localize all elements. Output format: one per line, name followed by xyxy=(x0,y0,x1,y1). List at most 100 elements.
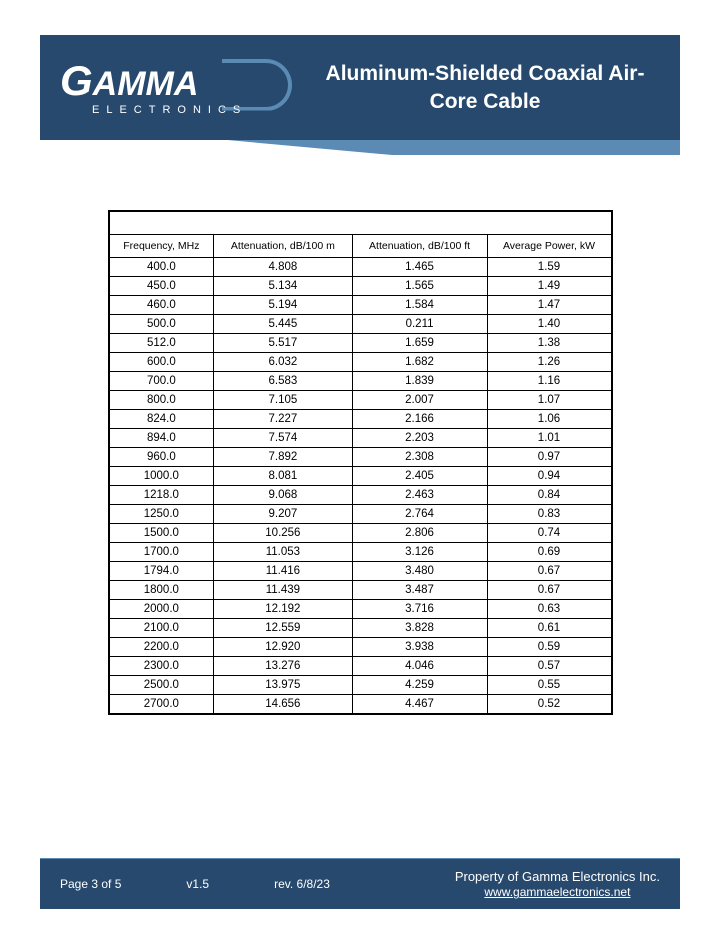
table-cell: 13.975 xyxy=(214,676,352,695)
table-cell: 3.938 xyxy=(352,638,487,657)
table-cell: 894.0 xyxy=(109,429,214,448)
table-cell: 11.053 xyxy=(214,543,352,562)
website-link[interactable]: www.gammaelectronics.net xyxy=(484,885,630,899)
table-cell: 0.57 xyxy=(487,657,612,676)
table-cell: 6.032 xyxy=(214,353,352,372)
table-cell: 400.0 xyxy=(109,258,214,277)
table-cell: 3.487 xyxy=(352,581,487,600)
table-cell: 0.211 xyxy=(352,315,487,334)
table-cell: 12.920 xyxy=(214,638,352,657)
table-cell: 1.01 xyxy=(487,429,612,448)
table-cell: 1500.0 xyxy=(109,524,214,543)
table-cell: 2.308 xyxy=(352,448,487,467)
table-cell: 1218.0 xyxy=(109,486,214,505)
table-cell: 12.192 xyxy=(214,600,352,619)
table-cell: 0.67 xyxy=(487,581,612,600)
table-cell: 1.49 xyxy=(487,277,612,296)
table-row: 700.06.5831.8391.16 xyxy=(109,372,612,391)
table-cell: 800.0 xyxy=(109,391,214,410)
table-row: 1000.08.0812.4050.94 xyxy=(109,467,612,486)
logo: GAMMA ELECTRONICS xyxy=(60,53,300,123)
table-cell: 1700.0 xyxy=(109,543,214,562)
table-row: 500.05.4450.2111.40 xyxy=(109,315,612,334)
table-cell: 1.59 xyxy=(487,258,612,277)
table-cell: 11.439 xyxy=(214,581,352,600)
table-cell: 1.682 xyxy=(352,353,487,372)
table-row: 1500.010.2562.8060.74 xyxy=(109,524,612,543)
table-row: 2000.012.1923.7160.63 xyxy=(109,600,612,619)
table-cell: 960.0 xyxy=(109,448,214,467)
table-cell: 700.0 xyxy=(109,372,214,391)
table-cell: 450.0 xyxy=(109,277,214,296)
table-cell: 1250.0 xyxy=(109,505,214,524)
footer-right: Property of Gamma Electronics Inc. www.g… xyxy=(455,869,660,899)
table-cell: 2000.0 xyxy=(109,600,214,619)
table-cell: 0.61 xyxy=(487,619,612,638)
table-cell: 1.584 xyxy=(352,296,487,315)
table-header-row: Frequency, MHz Attenuation, dB/100 m Att… xyxy=(109,235,612,258)
table-cell: 1.38 xyxy=(487,334,612,353)
table-cell: 11.416 xyxy=(214,562,352,581)
table-cell: 9.207 xyxy=(214,505,352,524)
version-label: v1.5 xyxy=(186,877,209,891)
table-row: 1218.09.0682.4630.84 xyxy=(109,486,612,505)
table-row: 1800.011.4393.4870.67 xyxy=(109,581,612,600)
table-row: 2300.013.2764.0460.57 xyxy=(109,657,612,676)
table-title: Transmission Properties xyxy=(109,211,612,235)
table-cell: 0.69 xyxy=(487,543,612,562)
table-cell: 2100.0 xyxy=(109,619,214,638)
table-cell: 0.83 xyxy=(487,505,612,524)
table-row: 894.07.5742.2031.01 xyxy=(109,429,612,448)
table-cell: 7.574 xyxy=(214,429,352,448)
table-row: 2500.013.9754.2590.55 xyxy=(109,676,612,695)
col-header: Frequency, MHz xyxy=(109,235,214,258)
table-cell: 1.47 xyxy=(487,296,612,315)
property-text: Property of Gamma Electronics Inc. xyxy=(455,869,660,884)
table-cell: 0.97 xyxy=(487,448,612,467)
table-cell: 1.07 xyxy=(487,391,612,410)
col-header: Average Power, kW xyxy=(487,235,612,258)
table-cell: 3.480 xyxy=(352,562,487,581)
table-cell: 12.559 xyxy=(214,619,352,638)
table-cell: 2.806 xyxy=(352,524,487,543)
header-bar: GAMMA ELECTRONICS Aluminum-Shielded Coax… xyxy=(40,35,680,140)
table-row: 824.07.2272.1661.06 xyxy=(109,410,612,429)
table-cell: 1800.0 xyxy=(109,581,214,600)
table-cell: 6.583 xyxy=(214,372,352,391)
table-cell: 0.94 xyxy=(487,467,612,486)
table-cell: 1.40 xyxy=(487,315,612,334)
col-header: Attenuation, dB/100 m xyxy=(214,235,352,258)
footer-left: Page 3 of 5 v1.5 rev. 6/8/23 xyxy=(60,877,330,891)
content-area: Transmission Properties Frequency, MHz A… xyxy=(108,210,613,715)
table-cell: 5.134 xyxy=(214,277,352,296)
table-cell: 9.068 xyxy=(214,486,352,505)
table-cell: 7.105 xyxy=(214,391,352,410)
table-cell: 600.0 xyxy=(109,353,214,372)
table-body: 400.04.8081.4651.59450.05.1341.5651.4946… xyxy=(109,258,612,714)
table-cell: 3.828 xyxy=(352,619,487,638)
table-cell: 0.52 xyxy=(487,695,612,714)
table-cell: 0.84 xyxy=(487,486,612,505)
table-cell: 1.465 xyxy=(352,258,487,277)
logo-main-text: GAMMA xyxy=(60,60,300,102)
table-cell: 3.126 xyxy=(352,543,487,562)
table-cell: 2.166 xyxy=(352,410,487,429)
table-row: 450.05.1341.5651.49 xyxy=(109,277,612,296)
table-cell: 2.764 xyxy=(352,505,487,524)
table-cell: 5.194 xyxy=(214,296,352,315)
page-indicator: Page 3 of 5 xyxy=(60,877,121,891)
table-cell: 2200.0 xyxy=(109,638,214,657)
col-header: Attenuation, dB/100 ft xyxy=(352,235,487,258)
table-cell: 5.445 xyxy=(214,315,352,334)
table-cell: 10.256 xyxy=(214,524,352,543)
revision-label: rev. 6/8/23 xyxy=(274,877,330,891)
logo-sub-text: ELECTRONICS xyxy=(92,104,300,116)
table-cell: 7.892 xyxy=(214,448,352,467)
table-row: 960.07.8922.3080.97 xyxy=(109,448,612,467)
table-row: 2700.014.6564.4670.52 xyxy=(109,695,612,714)
table-cell: 1000.0 xyxy=(109,467,214,486)
document-title: Aluminum-Shielded Coaxial Air-Core Cable xyxy=(300,60,660,115)
table-cell: 13.276 xyxy=(214,657,352,676)
table-cell: 4.259 xyxy=(352,676,487,695)
table-cell: 0.74 xyxy=(487,524,612,543)
